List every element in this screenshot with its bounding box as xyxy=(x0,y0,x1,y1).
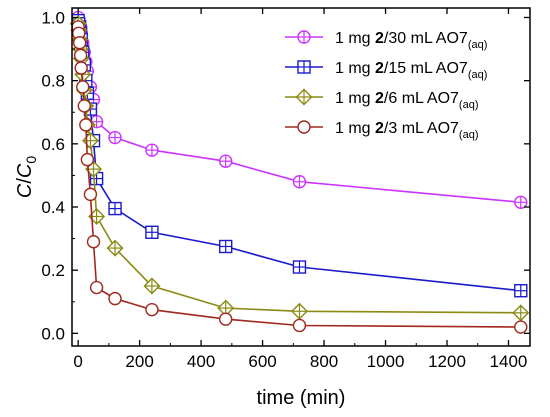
y-tick-label: 0.6 xyxy=(41,135,65,154)
series-1-point xyxy=(145,225,159,239)
legend-label: 1 mg 2/6 mL AO7(aq) xyxy=(335,90,478,111)
legend: 1 mg 2/30 mL AO7(aq) 1 mg 2/15 mL AO7(aq)… xyxy=(285,30,487,141)
axes: 0 200 400 600 800 1000 1200 1400 0.0 0.2 0.4 0.6 0.8… xyxy=(14,7,531,409)
legend-label: 1 mg 2/3 mL AO7(aq) xyxy=(335,120,478,141)
series-3-point xyxy=(83,187,98,202)
series-0-point xyxy=(108,130,122,145)
series-3 xyxy=(71,20,528,334)
x-tick-label: 1000 xyxy=(367,352,405,371)
x-tick-label: 400 xyxy=(187,352,215,371)
series-1-point xyxy=(108,201,122,216)
series-3-point xyxy=(79,118,93,132)
x-tick-label: 200 xyxy=(125,352,153,371)
series-2-point xyxy=(512,304,530,322)
series-1-point xyxy=(218,239,233,254)
legend-label: 1 mg 2/30 mL AO7(aq) xyxy=(335,30,487,51)
x-tick-label: 0 xyxy=(73,352,82,371)
series-1-point xyxy=(292,260,307,274)
y-tick-label: 0.8 xyxy=(41,72,65,91)
legend-entry-2: 1 mg 2/6 mL AO7(aq) xyxy=(285,88,478,111)
series-3-point xyxy=(145,302,159,317)
series-2-point xyxy=(106,239,124,257)
series-3-point xyxy=(514,320,528,334)
legend-label: 1 mg 2/15 mL AO7(aq) xyxy=(335,60,487,81)
legend-marker xyxy=(295,88,313,106)
legend-entry-0: 1 mg 2/30 mL AO7(aq) xyxy=(285,30,487,51)
plot-frame xyxy=(71,7,531,347)
series-3-point xyxy=(292,318,307,333)
series-3-point xyxy=(76,80,90,94)
series-3-point xyxy=(74,61,88,75)
series-3-point xyxy=(73,48,88,63)
series-3-point xyxy=(77,99,91,113)
legend-marker xyxy=(297,60,311,74)
series-3-point xyxy=(89,280,104,295)
y-tick-label: 0.0 xyxy=(41,324,65,343)
series-3-point xyxy=(80,152,95,167)
series-0-point xyxy=(218,154,233,168)
x-tick-label: 800 xyxy=(310,352,338,371)
x-tick-label: 1200 xyxy=(428,352,466,371)
legend-entry-3: 1 mg 2/3 mL AO7(aq) xyxy=(285,120,478,141)
series-0-point xyxy=(145,143,159,157)
y-axis-title: C/C0 xyxy=(14,156,39,198)
y-tick-label: 1.0 xyxy=(41,8,65,27)
series-3-point xyxy=(86,235,101,249)
legend-marker xyxy=(297,30,311,44)
legend-entry-1: 1 mg 2/15 mL AO7(aq) xyxy=(285,60,487,81)
x-tick-label: 1400 xyxy=(490,352,528,371)
series-2-point xyxy=(143,277,161,295)
plot-area xyxy=(69,10,530,334)
x-tick-label: 600 xyxy=(248,352,276,371)
y-tick-label: 0.4 xyxy=(41,198,65,217)
legend-marker xyxy=(297,120,311,134)
series-3-point xyxy=(108,291,122,306)
series-0-point xyxy=(292,175,307,189)
series-3-point xyxy=(218,312,233,326)
series-1-point xyxy=(514,284,528,298)
series-2-point xyxy=(290,302,308,320)
series-1 xyxy=(71,13,528,298)
y-tick-label: 0.2 xyxy=(41,261,65,280)
x-axis-title: time (min) xyxy=(257,387,346,409)
series-3-point xyxy=(72,36,87,50)
series-0-point xyxy=(514,195,528,209)
